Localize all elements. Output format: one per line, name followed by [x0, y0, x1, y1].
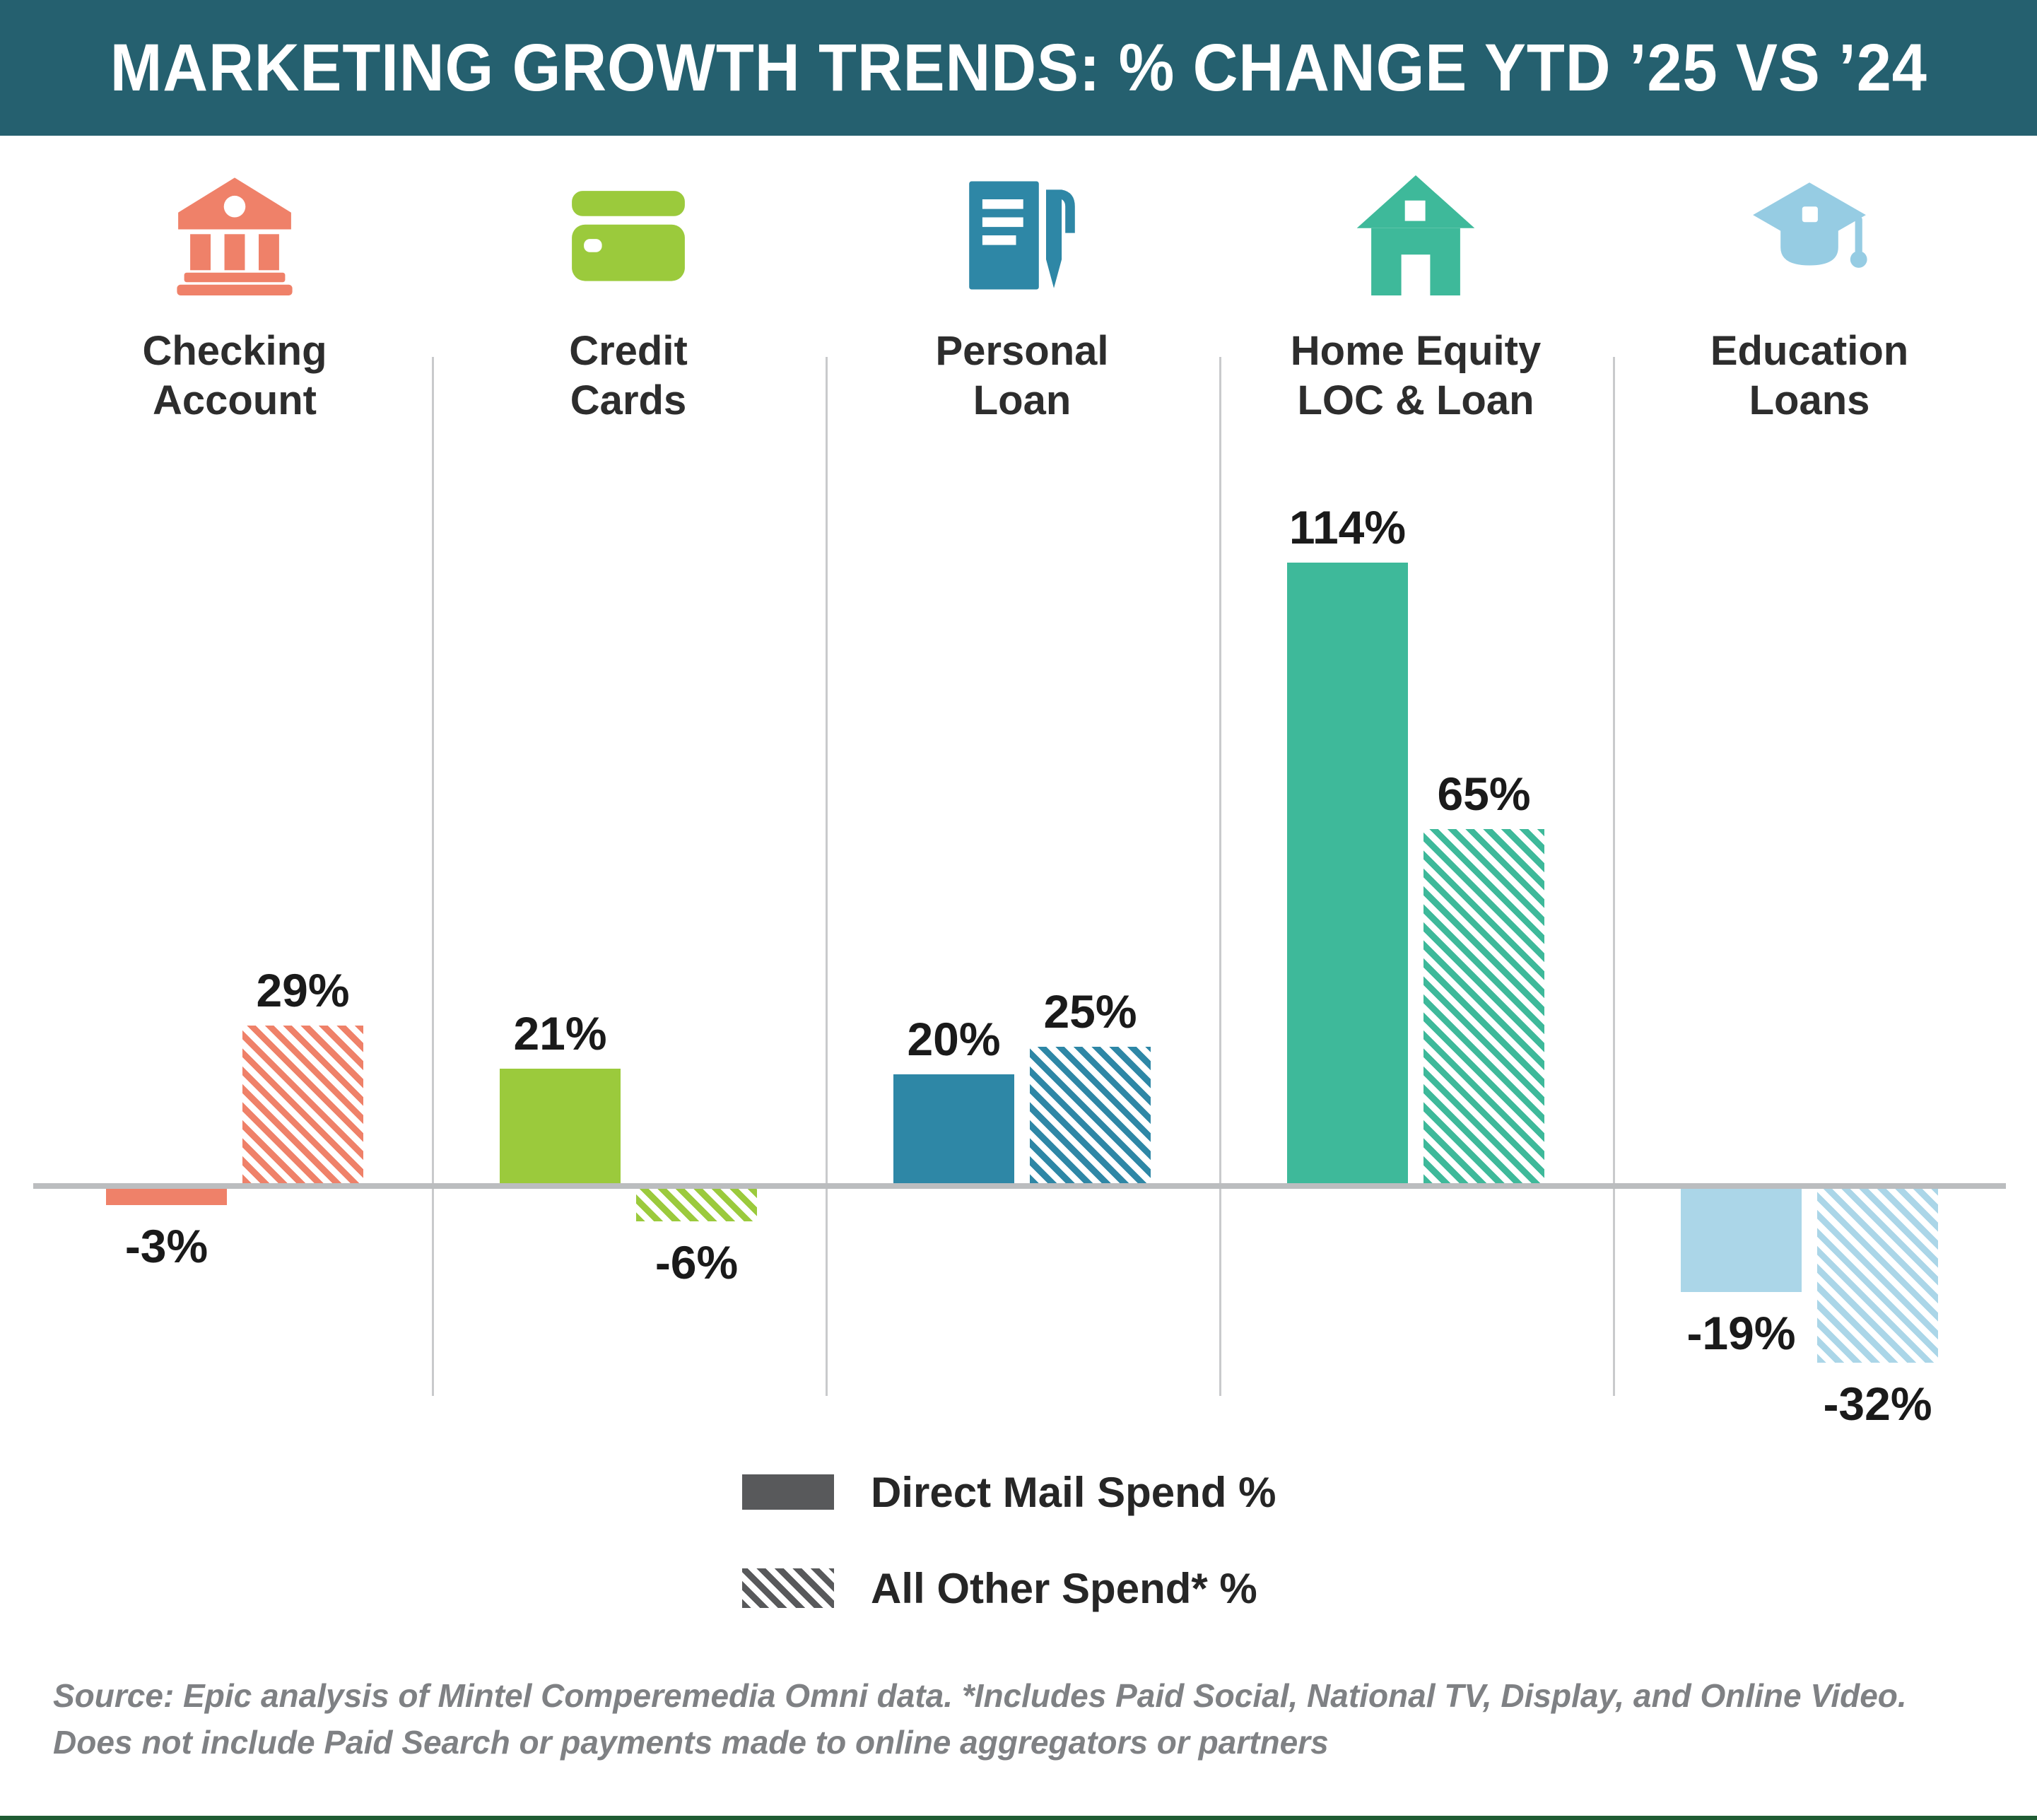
page-title: MARKETING GROWTH TRENDS: % CHANGE YTD ’2… — [110, 30, 1927, 105]
category-label-personal-loan: Personal Loan — [935, 328, 1109, 423]
column-divider-1 — [432, 357, 434, 1396]
value-label-all-other-spend-home-equity-loc-loan: 65% — [1437, 768, 1531, 820]
category-label-education-loans: Education Loans — [1710, 328, 1909, 423]
value-label-all-other-spend-checking-account: 29% — [256, 964, 350, 1016]
legend-label-direct-mail: Direct Mail Spend % — [871, 1468, 1276, 1516]
document-pen-icon — [962, 175, 1082, 295]
source-note-line2: Does not include Paid Search or payments… — [53, 1724, 1329, 1761]
category-label-home-equity-loc-loan: Home Equity LOC & Loan — [1290, 328, 1542, 423]
value-label-all-other-spend-education-loans: -32% — [1823, 1378, 1932, 1430]
legend-hatched-swatch-icon — [742, 1568, 834, 1608]
value-label-all-other-spend-personal-loan: 25% — [1043, 985, 1137, 1038]
legend-solid-swatch-icon — [742, 1474, 834, 1510]
credit-card-icon — [568, 175, 688, 295]
value-label-all-other-spend-credit-cards: -6% — [654, 1236, 739, 1288]
source-note-line1: Source: Epic analysis of Mintel Comperem… — [53, 1677, 1907, 1714]
bank-icon — [175, 175, 295, 295]
value-label-direct-mail-spend-credit-cards: 21% — [513, 1007, 607, 1059]
bar-all-other-spend-credit-cards — [636, 1189, 757, 1221]
title-banner: MARKETING GROWTH TRENDS: % CHANGE YTD ’2… — [0, 0, 2037, 136]
bar-direct-mail-spend-credit-cards — [500, 1069, 621, 1183]
category-label-checking-account: Checking Account — [142, 328, 327, 423]
value-label-direct-mail-spend-education-loans: -19% — [1686, 1307, 1796, 1359]
legend-row-all-other: All Other Spend* % — [742, 1563, 1257, 1613]
category-label-credit-cards: Credit Cards — [569, 328, 688, 423]
house-icon — [1356, 175, 1476, 295]
column-divider-2 — [826, 357, 828, 1396]
bar-all-other-spend-home-equity-loc-loan — [1423, 829, 1544, 1183]
bar-direct-mail-spend-checking-account — [106, 1189, 227, 1205]
legend-label-all-other: All Other Spend* % — [871, 1564, 1257, 1612]
bar-all-other-spend-personal-loan — [1030, 1047, 1151, 1183]
bar-direct-mail-spend-education-loans — [1681, 1189, 1802, 1292]
value-label-direct-mail-spend-checking-account: -3% — [124, 1220, 209, 1272]
legend-row-direct-mail: Direct Mail Spend % — [742, 1467, 1276, 1517]
bar-direct-mail-spend-personal-loan — [893, 1074, 1014, 1183]
bottom-border — [0, 1816, 2037, 1820]
graduation-cap-icon — [1749, 175, 1869, 295]
bar-direct-mail-spend-home-equity-loc-loan — [1287, 563, 1408, 1183]
column-divider-4 — [1613, 357, 1615, 1396]
bar-all-other-spend-education-loans — [1817, 1189, 1938, 1363]
x-axis-line — [33, 1183, 2006, 1189]
bar-all-other-spend-checking-account — [242, 1026, 363, 1183]
value-label-direct-mail-spend-personal-loan: 20% — [907, 1013, 1001, 1065]
value-label-direct-mail-spend-home-equity-loc-loan: 114% — [1288, 501, 1407, 553]
column-divider-3 — [1219, 357, 1221, 1396]
